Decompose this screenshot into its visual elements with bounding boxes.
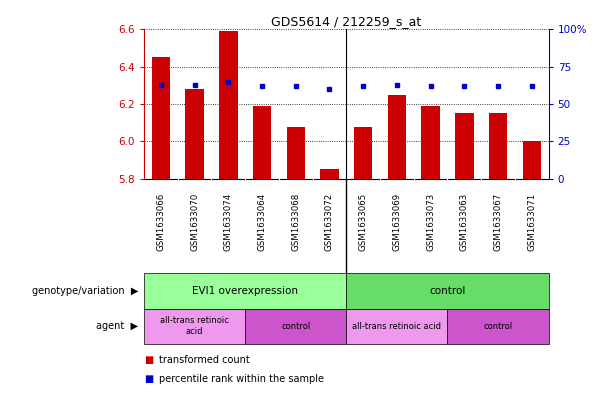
Bar <box>354 127 373 179</box>
Text: genotype/variation  ▶: genotype/variation ▶ <box>31 286 138 296</box>
Text: GSM1633073: GSM1633073 <box>426 193 435 251</box>
Text: EVI1 overexpression: EVI1 overexpression <box>192 286 298 296</box>
Bar <box>455 114 474 179</box>
Text: ■: ■ <box>144 354 153 365</box>
Text: percentile rank within the sample: percentile rank within the sample <box>159 374 324 384</box>
Text: GSM1633074: GSM1633074 <box>224 193 233 251</box>
Text: GSM1633065: GSM1633065 <box>359 193 368 251</box>
Bar <box>185 89 204 179</box>
Text: ■: ■ <box>144 374 153 384</box>
Text: transformed count: transformed count <box>159 354 250 365</box>
Text: GSM1633067: GSM1633067 <box>493 193 503 251</box>
Text: all-trans retinoic
acid: all-trans retinoic acid <box>160 316 229 336</box>
Bar <box>144 309 245 344</box>
Text: GSM1633066: GSM1633066 <box>156 193 166 251</box>
Bar <box>286 127 305 179</box>
Bar <box>245 309 346 344</box>
Text: agent  ▶: agent ▶ <box>96 321 138 331</box>
Bar <box>144 273 346 309</box>
Text: GSM1633072: GSM1633072 <box>325 193 334 251</box>
Text: all-trans retinoic acid: all-trans retinoic acid <box>352 322 441 331</box>
Bar <box>346 273 549 309</box>
Bar <box>253 106 272 179</box>
Bar <box>421 106 440 179</box>
Text: GSM1633068: GSM1633068 <box>291 193 300 251</box>
Bar <box>151 57 170 179</box>
Bar <box>447 309 549 344</box>
Bar <box>346 309 447 344</box>
Text: GSM1633063: GSM1633063 <box>460 193 469 251</box>
Bar <box>320 169 339 179</box>
Text: control: control <box>281 322 310 331</box>
Text: GSM1633070: GSM1633070 <box>190 193 199 251</box>
Title: GDS5614 / 212259_s_at: GDS5614 / 212259_s_at <box>271 15 422 28</box>
Text: control: control <box>484 322 512 331</box>
Text: GSM1633069: GSM1633069 <box>392 193 402 251</box>
Text: control: control <box>429 286 466 296</box>
Text: GSM1633071: GSM1633071 <box>527 193 536 251</box>
Bar <box>522 141 541 179</box>
Text: GSM1633064: GSM1633064 <box>257 193 267 251</box>
Bar <box>219 31 238 179</box>
Bar <box>489 114 508 179</box>
Bar <box>387 95 406 179</box>
